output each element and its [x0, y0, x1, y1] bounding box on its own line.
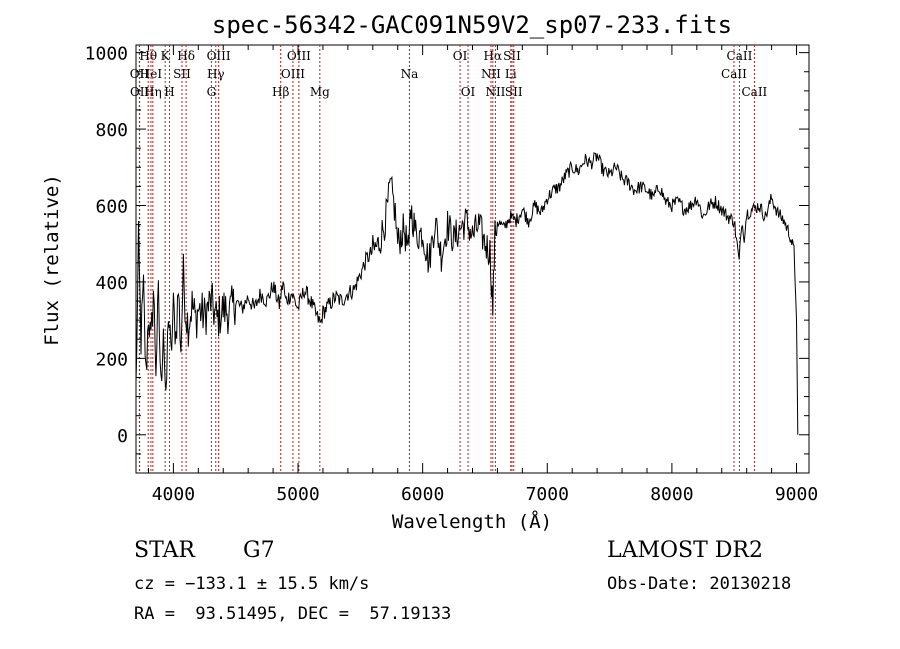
line-label-16: Na: [401, 67, 419, 81]
y-axis-label: Flux (relative): [41, 174, 63, 346]
line-label-8: Hδ: [177, 49, 195, 63]
line-label-27: CaII: [741, 85, 767, 99]
axes: 4000 5000 6000 7000 8000 9000 0 200 400 600 800 100…: [85, 44, 819, 505]
line-label-0: Hθ: [139, 49, 157, 63]
line-label-22: SII: [503, 49, 521, 63]
survey-name: LAMOST DR2: [607, 538, 763, 563]
line-label-9: OIII: [207, 49, 231, 63]
object-class: STAR: [134, 538, 195, 563]
line-label-13: OIII: [287, 49, 311, 63]
line-label-6: H: [164, 85, 174, 99]
observation-date: Obs-Date: 20130218: [607, 574, 792, 594]
line-label-25: CaII: [727, 49, 753, 63]
line-label-10: Hγ: [207, 67, 225, 81]
x-axis-label: Wavelength (Å): [392, 510, 552, 533]
y-tick-label-3: 600: [95, 197, 128, 218]
x-tick-label-3: 7000: [526, 484, 569, 505]
line-label-19: Hα: [484, 49, 503, 63]
y-tick-label-4: 800: [95, 120, 128, 141]
line-label-2: OII: [130, 85, 150, 99]
y-tick-label-2: 400: [95, 273, 128, 294]
spectrum-line-0: [135, 152, 799, 435]
plot-frame: [135, 44, 810, 474]
x-tick-label-4: 8000: [650, 484, 693, 505]
x-tick-label-5: 9000: [775, 484, 818, 505]
x-tick-label-0: 4000: [152, 484, 195, 505]
line-label-7: SII: [173, 67, 191, 81]
x-tick-label-2: 6000: [401, 484, 444, 505]
line-label-14: OIII: [281, 67, 305, 81]
redshift-velocity: cz = −133.1 ± 15.5 km/s: [134, 574, 370, 594]
y-tick-label-1: 200: [95, 349, 128, 370]
x-tick-label-1: 5000: [276, 484, 319, 505]
line-label-3: HeI: [140, 67, 163, 81]
line-label-15: Mg: [310, 85, 330, 99]
line-label-5: K: [161, 49, 171, 63]
line-label-11: G: [207, 85, 217, 99]
line-label-12: Hβ: [272, 85, 289, 99]
line-label-4: Hη: [144, 85, 162, 99]
object-subclass: G7: [243, 538, 275, 563]
spectrum-series: [135, 152, 799, 435]
chart-title: spec-56342-GAC091N59V2_sp07-233.fits: [212, 11, 732, 39]
y-tick-label-5: 1000: [85, 44, 128, 65]
line-label-26: CaII: [721, 67, 747, 81]
line-label-21: NII: [485, 85, 505, 99]
line-label-23: Li: [505, 67, 517, 81]
line-label-24: SII: [505, 85, 523, 99]
coordinates: RA = 93.51495, DEC = 57.19133: [134, 604, 452, 624]
line-label-20: NII: [481, 67, 501, 81]
line-label-18: OI: [461, 85, 476, 99]
line-label-17: OI: [453, 49, 468, 63]
y-tick-label-0: 0: [117, 426, 128, 447]
